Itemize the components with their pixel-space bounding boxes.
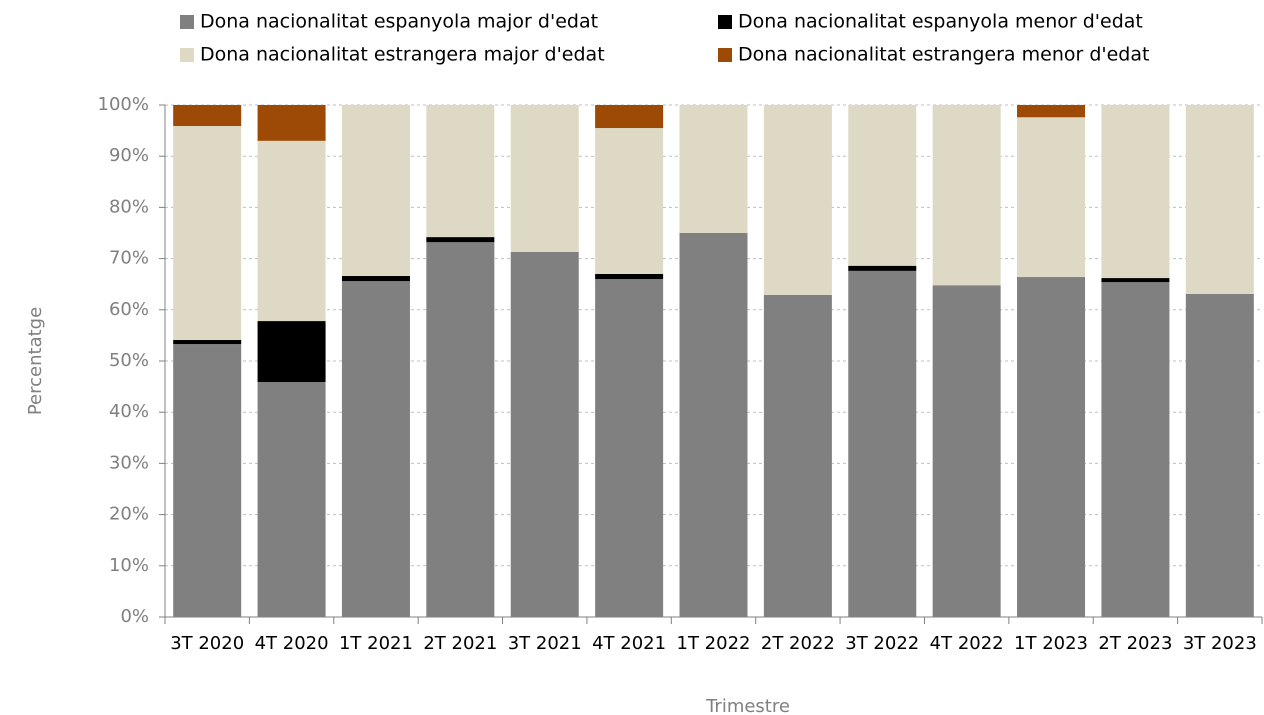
x-tick-label: 3T 2021 bbox=[508, 633, 582, 654]
x-tick-label: 4T 2021 bbox=[592, 633, 666, 654]
bar-segment bbox=[257, 321, 326, 382]
bar-segment bbox=[510, 105, 579, 252]
bar-segment bbox=[341, 105, 410, 277]
bar-segment bbox=[848, 105, 917, 266]
bar-segment bbox=[426, 105, 495, 238]
y-tick-label: 70% bbox=[109, 248, 149, 269]
bar-segment bbox=[595, 105, 664, 129]
bar-segment bbox=[1185, 105, 1254, 294]
y-tick-label: 90% bbox=[109, 145, 149, 166]
bar-segment bbox=[426, 242, 495, 617]
x-tick-label: 3T 2022 bbox=[845, 633, 919, 654]
bar-segment bbox=[1017, 117, 1086, 278]
bar-segment bbox=[848, 270, 917, 617]
bar-segment bbox=[763, 105, 832, 295]
bar-segment bbox=[173, 340, 242, 345]
y-tick-label: 40% bbox=[109, 401, 149, 422]
bar-segment bbox=[426, 237, 495, 243]
bar-segment bbox=[173, 344, 242, 617]
bar-segment bbox=[257, 381, 326, 617]
bar-segment bbox=[1017, 105, 1086, 118]
bar-segment bbox=[1101, 282, 1170, 617]
y-tick-label: 10% bbox=[109, 555, 149, 576]
x-tick-label: 2T 2023 bbox=[1098, 633, 1172, 654]
bar-segment bbox=[173, 125, 242, 341]
bar-segment bbox=[595, 128, 664, 274]
bar-segment bbox=[763, 294, 832, 617]
y-tick-label: 50% bbox=[109, 350, 149, 371]
x-axis-label: Trimestre bbox=[705, 696, 790, 715]
x-tick-label: 3T 2023 bbox=[1183, 633, 1257, 654]
y-tick-label: 80% bbox=[109, 196, 149, 217]
legend-swatch bbox=[180, 48, 194, 62]
bar-segment bbox=[1101, 278, 1170, 283]
y-tick-label: 100% bbox=[98, 94, 149, 115]
legend-label: Dona nacionalitat estrangera menor d'eda… bbox=[738, 44, 1149, 66]
bar-segment bbox=[932, 285, 1001, 617]
y-tick-label: 20% bbox=[109, 504, 149, 525]
legend-swatch bbox=[718, 48, 732, 62]
bar-segment bbox=[1185, 293, 1254, 617]
y-tick-label: 60% bbox=[109, 299, 149, 320]
x-tick-label: 2T 2021 bbox=[423, 633, 497, 654]
y-tick-label: 30% bbox=[109, 452, 149, 473]
legend-swatch bbox=[180, 15, 194, 29]
legend-label: Dona nacionalitat estrangera major d'eda… bbox=[200, 44, 605, 66]
y-axis-label: Percentatge bbox=[25, 307, 46, 415]
bar-segment bbox=[679, 105, 748, 233]
x-tick-label: 2T 2022 bbox=[761, 633, 835, 654]
x-tick-label: 3T 2020 bbox=[170, 633, 244, 654]
bar-segment bbox=[341, 276, 410, 282]
bar-segment bbox=[848, 265, 917, 271]
bar-segment bbox=[341, 281, 410, 617]
bar-segment bbox=[595, 273, 664, 280]
legend-swatch bbox=[718, 15, 732, 29]
legend-label: Dona nacionalitat espanyola menor d'edat bbox=[738, 11, 1143, 33]
bar-segment bbox=[510, 251, 579, 617]
bar-segment bbox=[595, 279, 664, 617]
x-tick-label: 1T 2021 bbox=[339, 633, 413, 654]
bar-segment bbox=[679, 233, 748, 617]
x-tick-label: 4T 2022 bbox=[930, 633, 1004, 654]
bar-segment bbox=[257, 140, 326, 322]
bar-segment bbox=[257, 105, 326, 141]
bar-segment bbox=[1017, 277, 1086, 617]
x-tick-label: 1T 2022 bbox=[677, 633, 751, 654]
x-tick-label: 4T 2020 bbox=[255, 633, 329, 654]
x-tick-label: 1T 2023 bbox=[1014, 633, 1088, 654]
y-tick-label: 0% bbox=[120, 606, 149, 627]
legend-label: Dona nacionalitat espanyola major d'edat bbox=[200, 11, 598, 33]
bar-segment bbox=[173, 105, 242, 126]
bar-segment bbox=[1101, 105, 1170, 279]
bar-segment bbox=[932, 105, 1001, 286]
